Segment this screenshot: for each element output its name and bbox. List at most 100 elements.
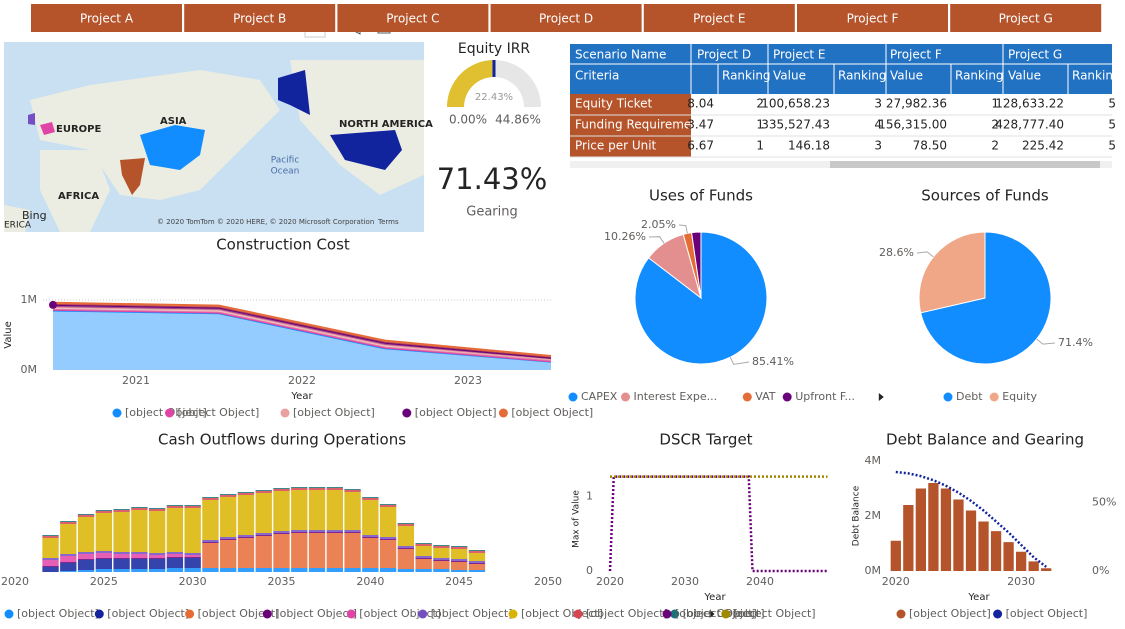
table-cell: 146.18 bbox=[788, 139, 830, 153]
bar bbox=[379, 504, 397, 505]
bar bbox=[379, 507, 397, 537]
legend-label: [object Object] bbox=[107, 607, 189, 620]
bar bbox=[450, 546, 468, 547]
leader-line bbox=[1036, 338, 1056, 345]
gauge-max-label: 44.86% bbox=[495, 113, 541, 127]
bar bbox=[60, 554, 77, 556]
bar bbox=[202, 542, 219, 543]
tab[interactable] bbox=[490, 4, 642, 32]
bar bbox=[1015, 551, 1027, 571]
chart-title: Construction Cost bbox=[216, 236, 350, 254]
bar bbox=[148, 509, 166, 511]
legend-label: [object Object] bbox=[178, 406, 260, 419]
bar bbox=[273, 568, 290, 572]
table-cell: 428,777.40 bbox=[995, 118, 1064, 132]
bar bbox=[255, 490, 272, 491]
bar bbox=[978, 521, 989, 571]
y-axis-title: Value bbox=[3, 321, 14, 348]
bar bbox=[166, 554, 184, 557]
bar bbox=[273, 533, 290, 534]
y-tick-label: 0M bbox=[21, 363, 38, 376]
scrollbar-thumb[interactable] bbox=[830, 161, 1100, 168]
bar bbox=[202, 500, 219, 540]
bar bbox=[450, 561, 468, 562]
bar bbox=[433, 545, 450, 546]
y-axis-title: Debt Balance bbox=[852, 485, 862, 546]
bar bbox=[77, 560, 95, 570]
bar bbox=[220, 540, 237, 568]
map-label: ERICA bbox=[4, 221, 32, 231]
legend-label: [object Object] bbox=[675, 607, 757, 620]
tab[interactable] bbox=[643, 4, 795, 32]
map-label: AFRICA bbox=[58, 191, 99, 202]
bar bbox=[308, 530, 326, 532]
tab-label: Project A bbox=[80, 12, 134, 26]
map-label: © 2020 TomTom © 2020 HERE, © 2020 Micros… bbox=[157, 218, 374, 226]
bar bbox=[915, 488, 927, 571]
bar bbox=[131, 569, 148, 572]
bar bbox=[113, 559, 130, 569]
tab[interactable] bbox=[950, 4, 1102, 32]
table-subheader: Value bbox=[890, 69, 923, 83]
bar bbox=[220, 568, 237, 572]
bar bbox=[77, 552, 95, 554]
bar bbox=[148, 559, 166, 569]
bar bbox=[308, 533, 326, 568]
leader-line bbox=[916, 251, 934, 258]
bar bbox=[202, 543, 219, 568]
bar bbox=[1041, 568, 1052, 571]
tab[interactable] bbox=[797, 4, 948, 32]
bar bbox=[362, 535, 379, 537]
legend-label: [object Object] bbox=[293, 406, 375, 419]
table-subheader: Ranking bbox=[955, 69, 1004, 83]
legend-scroll-arrow[interactable] bbox=[709, 610, 715, 618]
bar bbox=[468, 550, 486, 551]
legend-marker bbox=[262, 609, 272, 619]
bar bbox=[273, 491, 290, 531]
tab[interactable] bbox=[184, 4, 336, 32]
bar bbox=[415, 546, 432, 556]
map-label: Terms bbox=[377, 218, 399, 226]
bar bbox=[131, 508, 148, 510]
bar bbox=[362, 500, 379, 535]
bar bbox=[77, 554, 95, 559]
table-row-label: Funding Requirement bbox=[575, 118, 704, 132]
tab[interactable] bbox=[31, 4, 182, 32]
bar bbox=[397, 546, 415, 548]
table-cell: 8.04 bbox=[687, 97, 714, 111]
legend-marker bbox=[498, 408, 508, 418]
bar bbox=[166, 508, 184, 552]
bar bbox=[397, 524, 415, 526]
bar bbox=[237, 495, 255, 535]
leader-line bbox=[678, 224, 688, 234]
land bbox=[40, 150, 110, 232]
bar bbox=[468, 563, 486, 564]
map[interactable] bbox=[4, 42, 424, 232]
bar bbox=[433, 561, 450, 569]
table-cell: 5 bbox=[1108, 118, 1116, 132]
x-tick-label: 2040 bbox=[356, 575, 384, 588]
bar bbox=[202, 497, 219, 498]
bar bbox=[60, 563, 77, 571]
bar bbox=[344, 532, 361, 533]
legend-scroll-arrow[interactable] bbox=[878, 393, 884, 401]
data-label: 10.26% bbox=[604, 230, 646, 243]
bar bbox=[237, 568, 255, 572]
legend-marker bbox=[670, 609, 680, 619]
bar bbox=[255, 533, 272, 535]
legend-marker bbox=[508, 609, 518, 619]
legend-label: [object Object] bbox=[431, 607, 513, 620]
table-cell: 2 bbox=[756, 97, 764, 111]
data-label: 28.6% bbox=[879, 246, 914, 259]
bar bbox=[903, 505, 914, 571]
bar bbox=[166, 558, 184, 568]
country-alaska bbox=[278, 70, 310, 115]
table-cell: 3 bbox=[874, 97, 882, 111]
bar bbox=[237, 537, 255, 538]
tab[interactable] bbox=[337, 4, 489, 32]
bar bbox=[291, 490, 308, 530]
legend-label: CAPEX bbox=[581, 390, 618, 403]
table-cell: 3.47 bbox=[687, 118, 714, 132]
bar bbox=[237, 535, 255, 537]
